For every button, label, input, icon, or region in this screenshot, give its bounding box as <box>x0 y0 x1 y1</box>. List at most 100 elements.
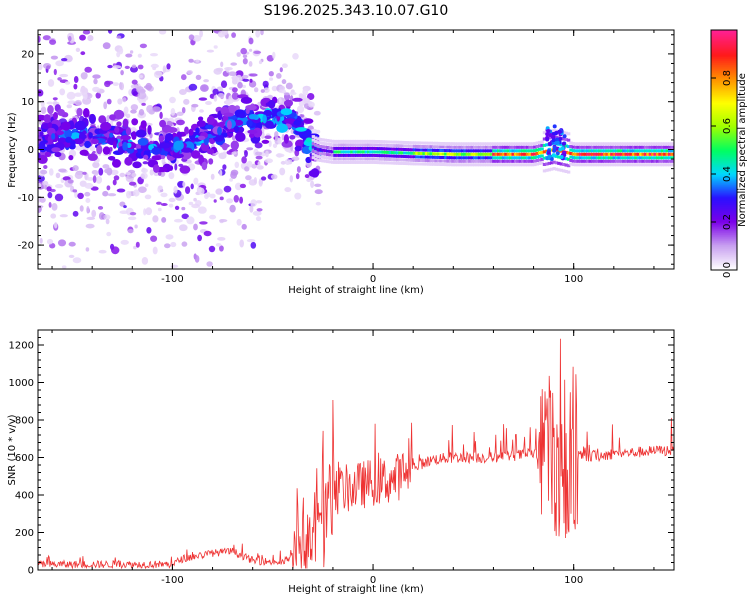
spectrogram-cell <box>465 163 470 167</box>
spectrogram-cell <box>61 121 71 131</box>
spectrogram-cell <box>600 163 604 167</box>
spectrogram-cell <box>184 126 189 135</box>
spectrogram-cell <box>634 159 638 163</box>
spectrogram-cell <box>636 159 641 163</box>
colorbar-step <box>711 112 737 115</box>
colorbar-step <box>711 138 737 141</box>
spectrogram-cell <box>84 140 92 149</box>
spectrogram-cell <box>369 157 373 161</box>
spectrogram-cell <box>473 163 477 167</box>
spectrogram-cell <box>193 223 198 231</box>
spectrogram-cell <box>64 81 71 85</box>
spectrogram-cell <box>559 162 563 166</box>
spectrogram-cell <box>183 98 190 105</box>
spectrogram-cell <box>473 149 477 153</box>
spectrogram-cell <box>249 48 253 52</box>
spectrogram-cell <box>95 92 101 99</box>
spectrogram-cell <box>200 84 209 92</box>
spectrogram-cell <box>468 159 472 163</box>
spectrogram-cell <box>236 52 241 57</box>
spectrogram-cell <box>306 178 312 183</box>
spectrogram-cell <box>335 150 340 154</box>
spectrogram-cell <box>441 156 446 159</box>
spectrogram-cell <box>53 68 57 76</box>
spectrogram-cell <box>603 163 607 167</box>
spectrogram-cell <box>477 159 482 163</box>
spectrogram-cell <box>264 135 272 139</box>
spectrogram-cell <box>367 160 371 164</box>
spectrogram-cell <box>137 138 149 146</box>
spectrogram-cell <box>583 159 588 163</box>
spectrogram-cell <box>388 158 393 161</box>
spectrogram-cell <box>314 183 322 187</box>
colorbar: 0.00.20.40.60.8 Normalized spectral ampl… <box>710 29 748 278</box>
spectrogram-cell <box>89 146 96 152</box>
spectrogram-cell <box>106 185 111 191</box>
spectrogram-cell <box>528 142 532 146</box>
spectrogram-cell <box>316 148 320 152</box>
spectrogram-cell <box>219 196 224 201</box>
spectrogram-cell <box>586 163 590 167</box>
spectrogram-cell <box>576 159 580 163</box>
spectrogram-cell <box>388 140 393 144</box>
spectrogram-cell <box>190 183 194 190</box>
spectrogram-cell <box>38 35 41 43</box>
spectrogram-cell <box>367 146 371 150</box>
spectrogram-cell <box>470 159 474 163</box>
spectrogram-cell <box>429 152 433 156</box>
colorbar-step <box>711 230 737 233</box>
spectrogram-cell <box>326 149 330 153</box>
spectrogram-cell <box>468 156 472 160</box>
spectrogram-cell <box>220 80 228 88</box>
spectrogram-cell <box>412 158 417 162</box>
spectrogram-cell <box>641 159 645 163</box>
spectrogram-cell <box>328 149 332 153</box>
spectrogram-cell <box>470 149 474 153</box>
spectrogram-cell <box>566 132 571 136</box>
colorbar-tick-label: 0.0 <box>722 262 733 278</box>
spectrogram-cell <box>460 152 465 156</box>
spectrogram-cell <box>660 149 665 153</box>
spectrogram-cell <box>658 145 662 149</box>
spectrogram-cell <box>497 159 501 163</box>
spectrogram-cell <box>600 159 604 163</box>
colorbar-step <box>711 48 737 51</box>
spectrogram-cell <box>552 128 556 132</box>
spectrogram-cell <box>242 58 248 65</box>
spectrogram-cell <box>516 145 520 149</box>
spectrogram-cell <box>39 141 45 150</box>
spectrogram-cell <box>246 147 254 151</box>
spectrogram-cell <box>79 149 89 156</box>
spectrogram-cell <box>72 165 79 172</box>
spectrogram-cell <box>576 152 580 156</box>
colorbar-step <box>711 148 737 151</box>
spectrogram-cell <box>72 210 79 217</box>
spectrogram-cell <box>574 156 578 160</box>
spectrogram-cell <box>173 140 184 151</box>
spectrogram-cell <box>284 159 291 165</box>
spectrogram-cell <box>422 141 426 145</box>
spectrogram-cell <box>328 160 332 164</box>
spectrogram-cell <box>429 155 433 159</box>
snr-series-line <box>38 338 674 570</box>
spectrogram-cell <box>281 140 293 148</box>
colorbar-step <box>711 250 737 253</box>
spectrogram-cell <box>350 143 354 147</box>
spectrogram-cell <box>74 190 78 199</box>
spectrogram-cell <box>241 223 247 230</box>
spectrogram-cell <box>391 161 395 165</box>
spectrogram-cell <box>74 92 82 97</box>
spectrogram-cell <box>92 86 100 93</box>
spectrogram-cell <box>595 149 600 153</box>
spectrogram-cell <box>315 201 321 206</box>
spectrogram-cell <box>122 118 129 128</box>
spectrogram-cell <box>383 161 388 165</box>
spectrogram-cell <box>509 149 513 153</box>
spectrogram-cell <box>271 85 278 92</box>
spectrogram-cell <box>420 145 424 148</box>
spectrogram-cell <box>106 231 112 237</box>
spectrogram-cell <box>106 115 110 123</box>
spectrogram-cell <box>586 152 590 156</box>
colorbar-step <box>711 224 737 227</box>
spectrogram-cell <box>330 160 335 164</box>
